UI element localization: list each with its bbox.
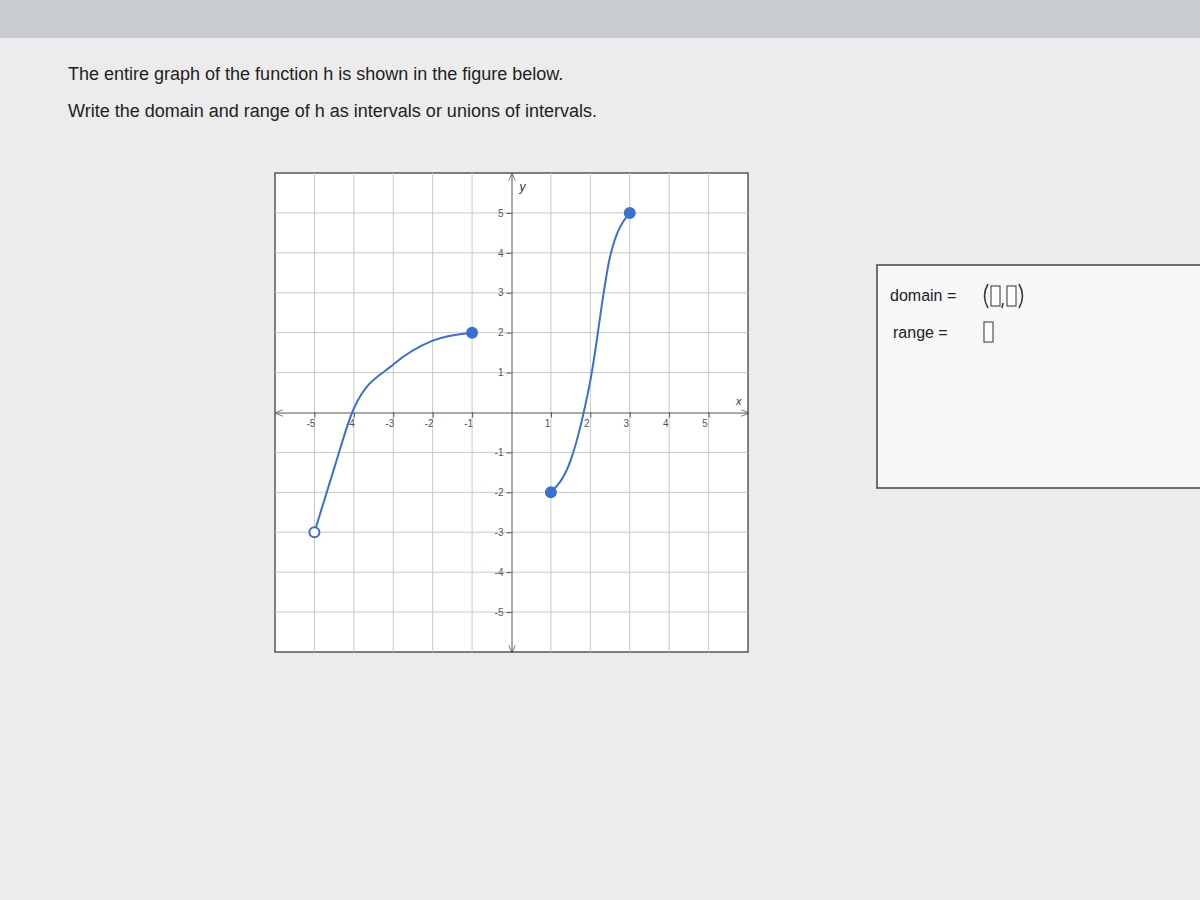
grid: [275, 173, 748, 652]
y-tick: 4: [498, 248, 512, 259]
tick-label: -1: [464, 418, 473, 429]
tick-label: 4: [498, 248, 504, 259]
page: The entire graph of the function h is sh…: [0, 0, 1200, 900]
y-tick: 2: [498, 327, 512, 338]
y-tick: 3: [498, 287, 512, 298]
tick-label: -3: [495, 527, 504, 538]
curve: [551, 213, 630, 492]
closed-endpoint: [546, 487, 556, 497]
tick-label: -5: [306, 418, 315, 429]
x-tick: -2: [425, 413, 434, 429]
input-box[interactable]: [991, 286, 1000, 306]
tick-label: 2: [584, 418, 590, 429]
tick-mark: [507, 373, 512, 374]
x-tick: -3: [385, 413, 394, 429]
tick-label: 5: [498, 208, 504, 219]
plot-frame: [275, 173, 748, 652]
tick-mark: [507, 333, 512, 334]
range-label: range =: [893, 324, 948, 341]
tick-mark: [507, 452, 512, 453]
tick-label: -4: [495, 567, 504, 578]
x-tick: 4: [663, 413, 670, 429]
y-tick: -4: [495, 567, 512, 578]
x-tick: 2: [584, 413, 591, 429]
tick-label: 3: [623, 418, 629, 429]
x-tick: -5: [306, 413, 315, 429]
tick-mark: [507, 293, 512, 294]
y-tick: 5: [498, 208, 512, 219]
closed-endpoint: [625, 208, 635, 218]
input-box[interactable]: [984, 322, 993, 342]
y-tick: 1: [498, 367, 512, 378]
marks: [309, 208, 634, 537]
open-endpoint: [309, 527, 319, 537]
tick-mark: [551, 413, 552, 418]
paren: [1019, 284, 1023, 308]
tick-label: -3: [385, 418, 394, 429]
y-tick: -5: [495, 607, 512, 618]
x-label: x: [735, 395, 742, 407]
domain-label: domain =: [890, 287, 956, 304]
tick-mark: [507, 492, 512, 493]
tick-mark: [630, 413, 631, 418]
closed-endpoint: [467, 328, 477, 338]
y-tick: -3: [495, 527, 512, 538]
tick-label: 1: [498, 367, 504, 378]
comma: [1002, 303, 1003, 308]
paren: [985, 284, 989, 308]
tick-mark: [507, 572, 512, 573]
input-box[interactable]: [1007, 286, 1016, 306]
y-label: y: [519, 180, 527, 194]
y-axis: -5 -4 -3 -2 -1 1 2 3 4 5: [495, 174, 512, 653]
x-tick: 3: [623, 413, 630, 429]
tick-mark: [507, 253, 512, 254]
answer-panel: [877, 265, 1200, 488]
y-tick: -2: [495, 487, 512, 498]
tick-mark: [669, 413, 670, 418]
tick-label: 3: [498, 287, 504, 298]
x-tick: -1: [464, 413, 473, 429]
tick-label: 2: [498, 327, 504, 338]
curve: [314, 333, 472, 533]
tick-label: 5: [702, 418, 708, 429]
y-tick: -1: [495, 447, 512, 458]
x-tick: 5: [702, 413, 709, 429]
title: The entire graph of the function h is sh…: [68, 64, 563, 84]
tick-label: -2: [425, 418, 434, 429]
tick-mark: [507, 532, 512, 533]
y-axis-line: [512, 174, 513, 653]
tick-label: -2: [495, 487, 504, 498]
tick-label: 4: [663, 418, 669, 429]
subtitle: Write the domain and range of h as inter…: [68, 101, 597, 121]
x-tick: 1: [545, 413, 552, 429]
tick-label: -5: [495, 607, 504, 618]
tick-mark: [507, 612, 512, 613]
tick-mark: [507, 213, 512, 214]
tick-label: 1: [545, 418, 551, 429]
tick-label: -1: [495, 447, 504, 458]
top-bar: [0, 0, 1200, 38]
tick-mark: [709, 413, 710, 418]
tick-mark: [590, 413, 591, 418]
